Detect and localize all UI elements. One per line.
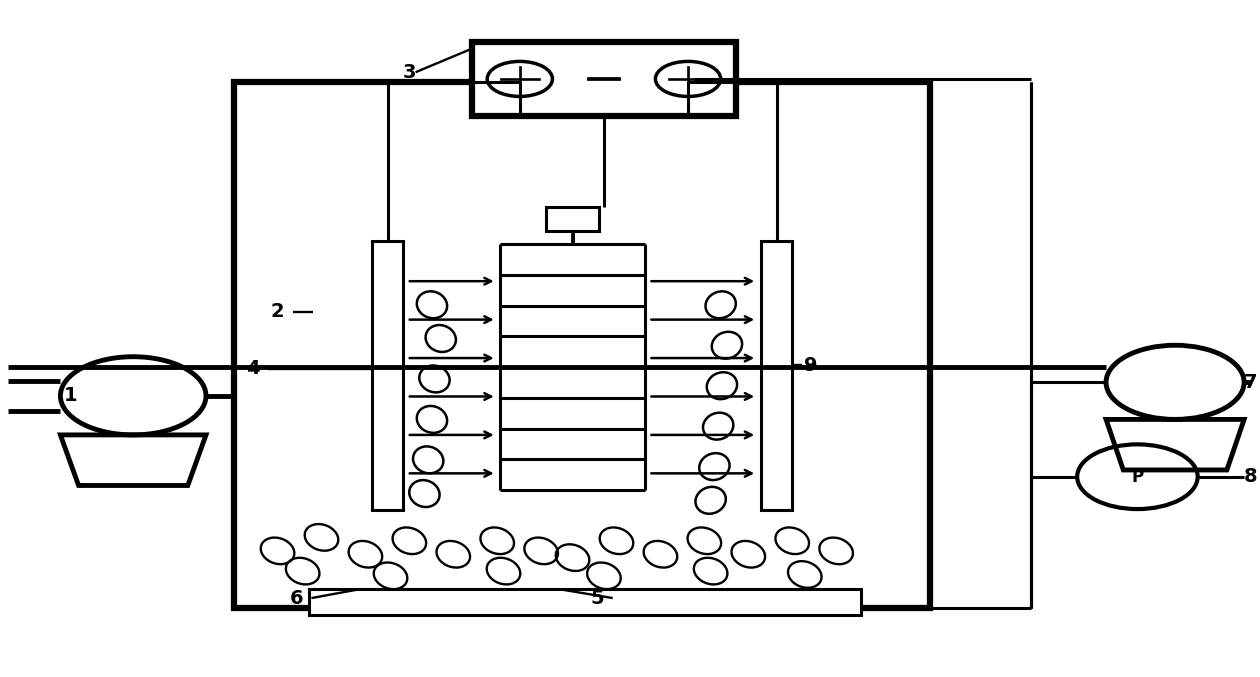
Bar: [233, 83, 930, 608]
Text: 7: 7: [1244, 373, 1257, 392]
Text: 8: 8: [1244, 467, 1257, 486]
Bar: [372, 241, 403, 510]
Text: 5: 5: [591, 588, 605, 607]
Text: 3: 3: [403, 63, 416, 82]
Bar: [546, 207, 598, 231]
Bar: [309, 589, 862, 615]
Text: 6: 6: [290, 588, 304, 607]
Bar: [472, 42, 736, 116]
Text: 1: 1: [63, 387, 77, 406]
Text: 9: 9: [804, 356, 818, 375]
Text: 2: 2: [271, 302, 285, 321]
Bar: [761, 241, 793, 510]
Text: P: P: [1131, 468, 1144, 485]
Text: 4: 4: [246, 359, 260, 378]
